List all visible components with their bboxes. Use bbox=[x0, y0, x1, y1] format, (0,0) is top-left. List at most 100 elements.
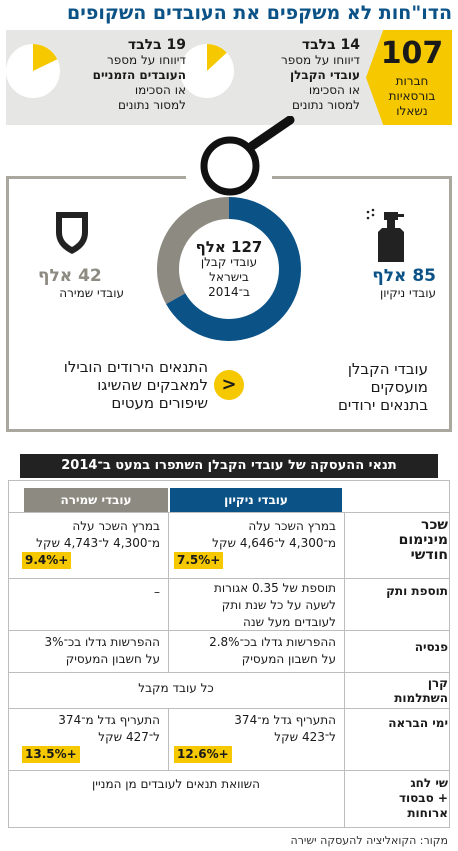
wage-cleaning-l1: במרץ השכר עלה bbox=[248, 519, 336, 533]
recovery-guard-l2: ל־427 שקל bbox=[98, 730, 160, 744]
seniority-guard: – bbox=[154, 585, 160, 599]
table-vline-3 bbox=[168, 708, 169, 770]
table-hline-2 bbox=[8, 630, 450, 631]
left-note-l2: למאבקים שהשיגו bbox=[97, 376, 208, 394]
temp-report-head: 19 בלבד bbox=[127, 37, 186, 53]
contractor-report-l3: או הסכימו bbox=[308, 83, 360, 97]
contractor-report-head: 14 בלבד bbox=[301, 37, 360, 53]
pension-cleaning-l1: ההפרשות גדלו בכ־2.8% bbox=[209, 635, 336, 649]
wage-guard-badge: +9.4% bbox=[22, 552, 72, 569]
temp-report-l1: דיווחו על מספר bbox=[106, 53, 186, 67]
guard-count: 42 אלף bbox=[38, 266, 102, 286]
pension-cleaning: ההפרשות גדלו בכ־2.8% על חשבון המעסיק bbox=[168, 634, 336, 668]
table-hline-0 bbox=[8, 512, 450, 513]
recovery-cleaning-badge: +12.6% bbox=[174, 746, 232, 763]
temp-report-block: 19 בלבד דיווחו על מספר העובדים הזמניים א… bbox=[6, 38, 186, 118]
seniority-cleaning-l3: לעובדים מעל שנה bbox=[243, 615, 336, 629]
recovery-cleaning-l1: התעריף גדל מ־374 bbox=[234, 713, 336, 727]
table-hline-3 bbox=[8, 672, 450, 673]
row-label-wage-3: חודשי bbox=[410, 547, 448, 563]
contractor-report-l1: דיווחו על מספר bbox=[280, 53, 360, 67]
contractor-report-l2: עובדי הקבלן bbox=[290, 68, 360, 82]
donut-slice-guard bbox=[156, 197, 229, 304]
donut-label-2: בישראל bbox=[209, 270, 249, 284]
table-hline-5 bbox=[8, 770, 450, 771]
seniority-cleaning-l1: תוספת של 0.35 אגורות bbox=[214, 581, 336, 595]
table-hline-4 bbox=[8, 708, 450, 709]
companies-label-1: חברות bbox=[395, 74, 429, 88]
donut-label-1: עובדי קבלן bbox=[200, 255, 258, 269]
recovery-guard-l1: התעריף גדל מ־374 bbox=[58, 713, 160, 727]
pension-guard-l1: ההפרשות גדלו בכ־3% bbox=[44, 635, 160, 649]
left-note: התנאים הירודים הובילו למאבקים שהשיגו שיפ… bbox=[28, 358, 208, 412]
wage-cleaning: במרץ השכר עלה מ־4,300 ל־4,646 שקל +7.5% bbox=[168, 518, 336, 569]
companies-label-2: בורסאיות bbox=[388, 89, 436, 103]
source-note: מקור: הקואליציה להעסקה ישירה bbox=[290, 834, 448, 847]
contractor-report-l4: למסור נתונים bbox=[291, 98, 360, 112]
shield-icon bbox=[56, 212, 88, 254]
left-note-l1: התנאים הירודים הובילו bbox=[63, 358, 208, 376]
guard-stat: 42 אלף עובדי שמירה bbox=[24, 266, 124, 300]
guard-label: עובדי שמירה bbox=[59, 286, 124, 300]
spray-bottle-icon bbox=[366, 208, 404, 262]
seniority-cleaning-l2: לשעה על כל שנת ותק bbox=[221, 598, 336, 612]
companies-label-3: נשאלו bbox=[396, 104, 428, 118]
row-label-recovery: ימי הבראה bbox=[388, 716, 448, 730]
wage-cleaning-l2: מ־4,300 ל־4,646 שקל bbox=[212, 536, 336, 550]
temp-report-slice bbox=[33, 44, 58, 71]
cleaning-label: עובדי ניקיון bbox=[380, 286, 436, 300]
row-label-holiday-2: + סבסוד bbox=[398, 791, 448, 805]
holiday-value: השוואת תנאים לעובדים מן המניין bbox=[92, 777, 260, 791]
row-label-pension: פנסיה bbox=[414, 640, 448, 654]
recovery-cleaning-l2: ל־423 שקל bbox=[274, 730, 336, 744]
row-label-wage-1: שכר bbox=[421, 517, 448, 533]
row-label-seniority: תוספת ותק bbox=[386, 584, 448, 598]
row-label-holiday-3: ארוחות bbox=[407, 806, 448, 820]
row-label-holiday: שי לחג + סבסוד ארוחות bbox=[358, 776, 448, 821]
contractor-report-slice bbox=[207, 44, 227, 71]
pension-cleaning-l2: על חשבון המעסיק bbox=[241, 652, 336, 666]
donut-label-3: ב־2014 bbox=[208, 285, 250, 299]
donut-center: 127 אלף עובדי קבלן בישראל ב־2014 bbox=[186, 240, 272, 300]
row-label-wage-2: מינימום bbox=[398, 532, 448, 548]
contractor-report-pie-svg bbox=[207, 44, 227, 71]
companies-badge bbox=[366, 30, 452, 125]
companies-count: 107 bbox=[380, 36, 444, 71]
row-label-fund: קרן השתלמות bbox=[358, 676, 448, 706]
recovery-guard: התעריף גדל מ־374 ל־427 שקל +13.5% bbox=[20, 712, 160, 763]
row-label-fund-1: קרן bbox=[427, 676, 448, 690]
arrow-left-icon: < bbox=[214, 370, 244, 400]
fund-value: כל עובד מקבל bbox=[138, 681, 214, 695]
recovery-cleaning: התעריף גדל מ־374 ל־423 שקל +12.6% bbox=[168, 712, 336, 763]
donut-total: 127 אלף bbox=[195, 238, 263, 256]
left-note-l3: שיפורים מעטים bbox=[111, 394, 208, 412]
pension-guard: ההפרשות גדלו בכ־3% על חשבון המעסיק bbox=[20, 634, 160, 668]
temp-report-l4: למסור נתונים bbox=[117, 98, 186, 112]
right-note: עובדי הקבלן מועסקים בתנאים ירודים bbox=[298, 360, 428, 414]
seniority-cleaning: תוספת של 0.35 אגורות לשעה על כל שנת ותק … bbox=[168, 580, 336, 631]
row-label-holiday-1: שי לחג bbox=[410, 776, 448, 790]
column-head-guard: עובדי שמירה bbox=[24, 488, 168, 512]
wage-guard: במרץ השכר עלה מ־4,300 ל־4,743 שקל +9.4% bbox=[20, 518, 160, 569]
table-hline-1 bbox=[8, 578, 450, 579]
right-note-l1: עובדי הקבלן bbox=[347, 360, 428, 378]
contractor-frame bbox=[6, 176, 452, 432]
row-label-fund-2: השתלמות bbox=[394, 691, 448, 705]
row-label-wage: שכר מינימום חודשי bbox=[358, 518, 448, 563]
frame-top-right bbox=[272, 176, 452, 179]
recovery-guard-badge: +13.5% bbox=[22, 746, 80, 763]
temp-report-pie-svg bbox=[33, 44, 58, 71]
right-note-l2: מועסקים bbox=[370, 378, 428, 396]
wage-cleaning-badge: +7.5% bbox=[174, 552, 224, 569]
pension-guard-l2: על חשבון המעסיק bbox=[65, 652, 160, 666]
conditions-table bbox=[8, 480, 450, 828]
contractor-donut bbox=[156, 197, 301, 341]
donut-slice-cleaning bbox=[166, 197, 301, 341]
temp-report-pie bbox=[6, 44, 60, 98]
contractor-report-pie bbox=[180, 44, 234, 98]
temp-report-l2: העובדים הזמניים bbox=[92, 68, 186, 82]
frame-top-left bbox=[6, 176, 186, 179]
cleaning-stat: 85 אלף עובדי ניקיון bbox=[346, 266, 436, 300]
table-vline-1 bbox=[344, 512, 345, 828]
column-head-cleaning: עובדי ניקיון bbox=[170, 488, 342, 512]
